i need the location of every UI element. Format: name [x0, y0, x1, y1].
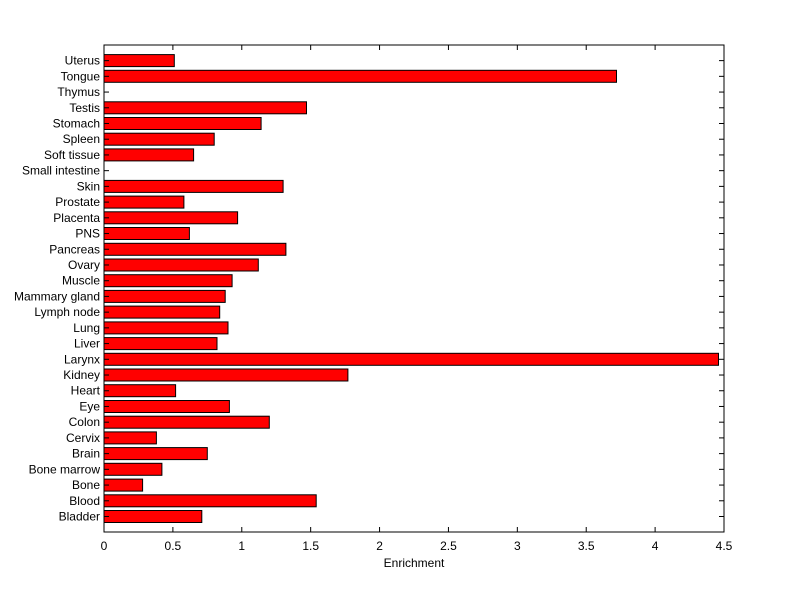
x-tick-label: 3.5 — [578, 539, 595, 553]
y-tick-label: Spleen — [63, 132, 100, 146]
y-tick-label: Uterus — [65, 54, 100, 68]
y-tick-label: Ovary — [68, 258, 100, 272]
y-tick-label: Blood — [69, 494, 100, 508]
x-tick-label: 4.5 — [716, 539, 733, 553]
x-tick-label: 0 — [101, 539, 108, 553]
bar-larynx — [103, 352, 719, 366]
x-ticks: 0 0.5 1 1.5 2 2.5 3 3.5 4 4.5 — [101, 45, 733, 553]
bar-pancreas — [103, 242, 287, 256]
x-axis-label: Enrichment — [384, 556, 445, 570]
bar-muscle — [103, 274, 233, 288]
x-tick-label: 1.5 — [302, 539, 319, 553]
bar-liver — [103, 337, 218, 351]
x-tick-label: 4 — [652, 539, 659, 553]
bar-tongue — [103, 69, 617, 83]
y-tick-label: Soft tissue — [44, 148, 100, 162]
bar-prostate — [103, 195, 185, 209]
y-tick-label: Heart — [71, 384, 101, 398]
bars — [103, 54, 719, 523]
y-tick-label: Placenta — [53, 211, 100, 225]
bar-colon — [103, 415, 270, 429]
y-tick-label: Stomach — [53, 117, 100, 131]
y-tick-label: Lymph node — [34, 305, 100, 319]
y-tick-label: Mammary gland — [14, 289, 100, 303]
bar-cervix — [103, 431, 157, 445]
bar-bone — [103, 478, 144, 492]
y-tick-label: Pancreas — [49, 242, 100, 256]
bar-pns — [103, 227, 190, 240]
bar-ovary — [103, 258, 259, 272]
y-tick-label: Kidney — [63, 368, 100, 382]
y-tick-label: Testis — [69, 101, 100, 115]
bar-bladder — [103, 510, 203, 523]
x-tick-label: 2.5 — [440, 539, 457, 553]
y-tick-label: Bone — [72, 478, 100, 492]
bar-mammary-gland — [103, 289, 226, 303]
bar-lymph-node — [103, 305, 221, 319]
y-tick-label: Small intestine — [22, 164, 100, 178]
x-tick-label: 2 — [376, 539, 383, 553]
bar-kidney — [103, 368, 349, 382]
y-tick-label: Brain — [72, 447, 100, 461]
y-tick-label: Colon — [69, 415, 100, 429]
bar-uterus — [103, 54, 175, 68]
bar-bone-marrow — [103, 462, 163, 476]
y-tick-label: Cervix — [66, 431, 100, 445]
bar-blood — [103, 494, 317, 508]
y-tick-label: Larynx — [64, 352, 100, 366]
y-tick-label: Liver — [74, 337, 100, 351]
y-tick-label: Muscle — [62, 274, 100, 288]
x-tick-label: 3 — [514, 539, 521, 553]
bar-spleen — [103, 132, 215, 146]
bar-placenta — [103, 211, 239, 225]
y-tick-label: PNS — [75, 227, 100, 241]
x-tick-label: 0.5 — [165, 539, 182, 553]
y-tick-label: Bladder — [59, 510, 100, 524]
bar-brain — [103, 447, 208, 461]
y-tick-label: Bone marrow — [29, 462, 101, 476]
y-tick-label: Prostate — [55, 195, 100, 209]
bar-heart — [103, 384, 177, 398]
bar-eye — [103, 400, 230, 413]
y-tick-label: Thymus — [57, 85, 100, 99]
y-tick-label: Skin — [77, 179, 100, 193]
y-tick-label: Eye — [79, 399, 100, 413]
x-tick-label: 1 — [238, 539, 245, 553]
bar-skin — [103, 179, 284, 193]
bar-lung — [103, 321, 229, 335]
bar-stomach — [103, 117, 262, 130]
bar-testis — [103, 101, 307, 115]
bar-soft-tissue — [103, 148, 195, 162]
y-tick-label: Lung — [73, 321, 100, 335]
y-tick-label: Tongue — [61, 69, 101, 83]
